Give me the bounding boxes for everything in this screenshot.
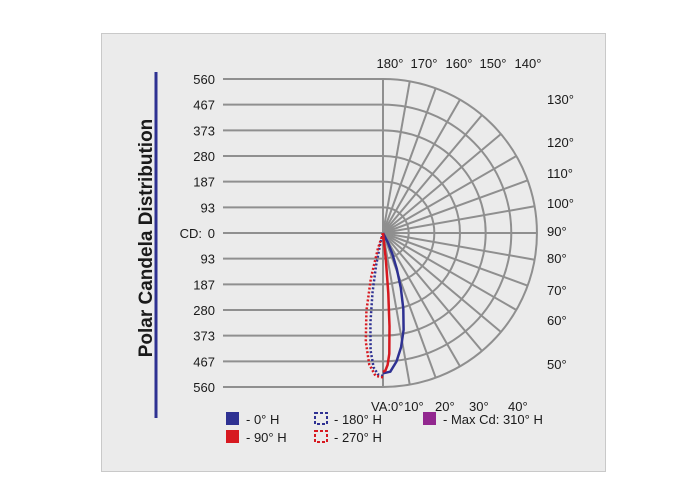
legend-swatch — [226, 430, 239, 443]
radial-tick-label: 467 — [193, 354, 215, 369]
chart-title: Polar Candela Distribution — [136, 119, 157, 358]
right-angle-label: 90° — [547, 224, 567, 239]
legend-label: - 0° H — [246, 412, 279, 427]
radial-tick-label: 93 — [201, 200, 215, 215]
legend-label: - Max Cd: 310° H — [443, 412, 543, 427]
radial-tick-label: 467 — [193, 98, 215, 113]
right-angle-label: 60° — [547, 313, 567, 328]
grid-spoke — [382, 99, 461, 234]
grid-spoke — [382, 232, 411, 385]
chart-legend: - 0° H - 180° H - Max Cd: 310° H - 90° H - 2… — [226, 412, 543, 445]
right-angle-label: 80° — [547, 251, 567, 266]
chart-panel — [101, 33, 606, 472]
curve-270-h — [364, 232, 385, 379]
legend-swatch — [423, 412, 436, 425]
radial-unit-label: CD: — [180, 226, 202, 241]
curve-180-h — [369, 232, 385, 378]
grid-spoke — [382, 232, 535, 261]
legend-label: - 90° H — [246, 430, 287, 445]
radial-tick-label: 280 — [193, 149, 215, 164]
top-angle-label: 180° — [377, 56, 404, 71]
grid-spoke — [382, 232, 437, 379]
radial-tick-label: 560 — [193, 380, 215, 395]
legend-swatch — [226, 412, 239, 425]
bottom-angle-label: 30° — [469, 399, 489, 414]
grid-spoke — [382, 114, 483, 234]
grid-spoke — [382, 232, 502, 333]
chart-labels: 560 467 373 280 187 93 0 CD: 93 187 280 373 467 560 18… — [180, 56, 574, 414]
grid-spoke — [382, 232, 517, 311]
grid-spoke — [382, 81, 411, 234]
right-angle-label: 130° — [547, 92, 574, 107]
grid-spoke — [382, 232, 529, 287]
legend-swatch-dashed — [314, 412, 328, 425]
radial-tick-label: 280 — [193, 303, 215, 318]
radial-tick-label: 187 — [193, 175, 215, 190]
curve-0-h — [381, 232, 405, 375]
radial-tick-label: 93 — [201, 252, 215, 267]
top-angle-label: 160° — [446, 56, 473, 71]
top-angle-label: 150° — [480, 56, 507, 71]
grid-spoke — [382, 232, 461, 367]
legend-swatch-dashed — [314, 430, 328, 443]
right-angle-label: 110° — [547, 166, 573, 181]
grid-spoke — [382, 205, 535, 234]
top-angle-label: 140° — [515, 56, 542, 71]
top-angle-label: 170° — [411, 56, 438, 71]
bottom-angle-label: 10° — [404, 399, 424, 414]
legend-label: - 270° H — [334, 430, 382, 445]
right-angle-label: 120° — [547, 135, 574, 150]
right-angle-label: 70° — [547, 283, 567, 298]
radial-tick-label: 560 — [193, 72, 215, 87]
grid-spoke — [382, 155, 517, 234]
bottom-angle-label: VA:0° — [371, 399, 403, 414]
grid-spoke — [382, 232, 483, 352]
bottom-angle-label: 40° — [508, 399, 528, 414]
radial-tick-label: 187 — [193, 277, 215, 292]
bottom-angle-label: 20° — [435, 399, 455, 414]
center-tick-label: 0 — [208, 226, 215, 241]
radial-tick-label: 373 — [193, 329, 215, 344]
grid-spoke — [382, 179, 529, 234]
legend-label: - 180° H — [334, 412, 382, 427]
curve-90-h — [381, 232, 391, 373]
chart-curves — [364, 232, 405, 379]
radial-tick-label: 373 — [193, 123, 215, 138]
grid-spoke — [382, 87, 437, 234]
right-angle-label: 100° — [547, 196, 574, 211]
grid-spoke — [382, 133, 502, 234]
chart-grid — [223, 78, 538, 388]
right-angle-label: 50° — [547, 357, 567, 372]
